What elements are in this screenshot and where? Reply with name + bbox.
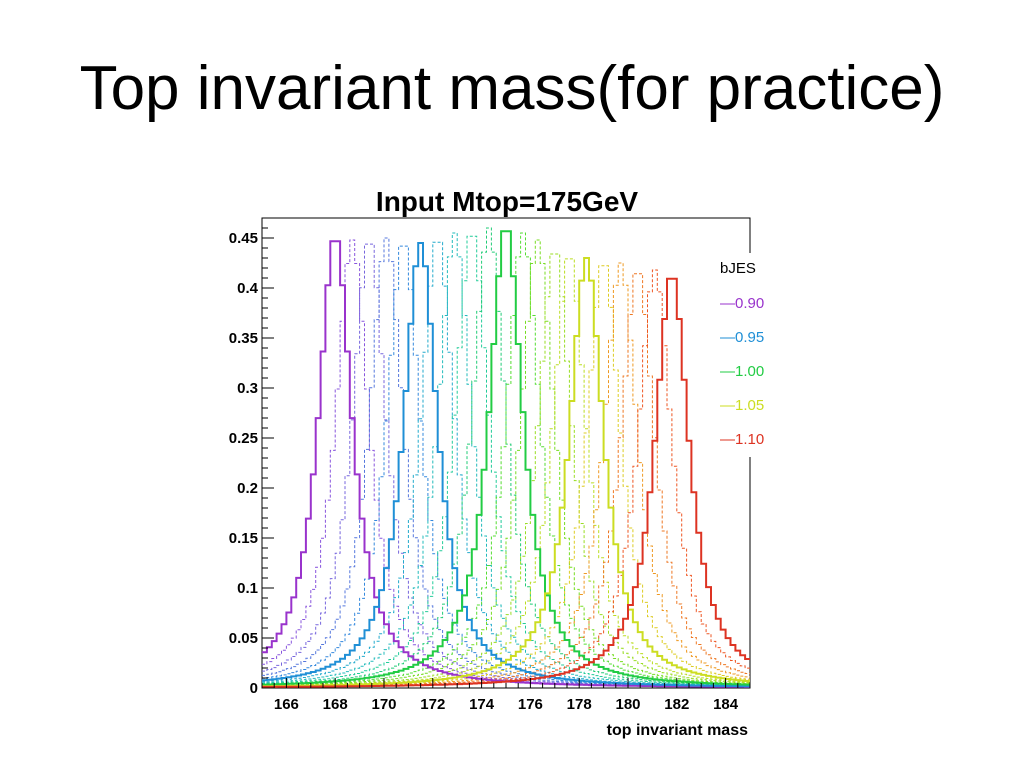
legend-box [714, 253, 790, 457]
x-tick-label: 184 [713, 696, 739, 713]
x-tick-label: 176 [518, 696, 543, 713]
x-tick-label: 170 [371, 696, 396, 713]
series-curve-2 [262, 242, 750, 688]
y-tick-label: 0.05 [229, 630, 258, 647]
y-tick-label: 0.45 [229, 230, 258, 247]
y-tick-label: 0.15 [229, 530, 258, 547]
y-tick-label: 0.35 [229, 330, 258, 347]
solid-curves [262, 230, 750, 688]
y-tick-label: 0.3 [237, 380, 258, 397]
dashed-curve-1 [262, 239, 750, 688]
y-tick-label: 0.4 [237, 280, 259, 297]
dashed-curve-8 [262, 227, 750, 686]
dashed-curve-16 [262, 269, 750, 688]
dashed-curve-10 [262, 239, 750, 686]
dashed-curve-14 [262, 262, 750, 688]
legend-entry-2: —0.95 [720, 329, 764, 346]
slide-title: Top invariant mass(for practice) [79, 54, 945, 123]
dashed-curve-5 [262, 241, 750, 687]
dashed-curve-7 [262, 235, 750, 686]
legend-entry-1: —0.90 [720, 295, 764, 312]
legend-entry-4: —1.05 [720, 397, 764, 414]
y-tick-label: 0.1 [237, 580, 258, 597]
series-curve-4 [262, 257, 750, 688]
plot-frame [261, 217, 751, 689]
series-curve-5 [262, 277, 750, 688]
series-curve-1 [262, 240, 750, 688]
legend: —0.90 —0.95 —1.00 —1.05 —1.10 [720, 295, 764, 448]
y-tick-label: 0.25 [229, 430, 258, 447]
chart-title: Input Mtop=175GeV [376, 186, 638, 217]
legend-title: bJES [720, 260, 756, 277]
x-tick-label: 172 [420, 696, 445, 713]
x-tick-label: 168 [323, 696, 348, 713]
x-tick-label: 166 [274, 696, 299, 713]
legend-entry-5: —1.10 [720, 431, 764, 448]
x-tick-label: 180 [615, 696, 640, 713]
x-tick-label: 178 [567, 696, 592, 713]
legend-entry-3: —1.00 [720, 363, 764, 380]
x-tick-label: 174 [469, 696, 495, 713]
y-axis: 0 0.05 0.1 0.15 0.2 0.25 0.3 0.35 0.4 0.45 [229, 217, 274, 697]
y-tick-label: 0 [250, 680, 258, 697]
x-axis: 166 168 170 172 174 176 178 180 182 184 [261, 678, 751, 713]
series-curve-3 [262, 230, 750, 686]
x-axis-label: top invariant mass [607, 722, 748, 739]
y-tick-label: 0.2 [237, 480, 258, 497]
mass-distribution-chart: Input Mtop=175GeV 166 168 170 172 174 176 178 1… [229, 186, 790, 739]
x-tick-label: 182 [664, 696, 689, 713]
dashed-curve-6 [262, 232, 750, 687]
